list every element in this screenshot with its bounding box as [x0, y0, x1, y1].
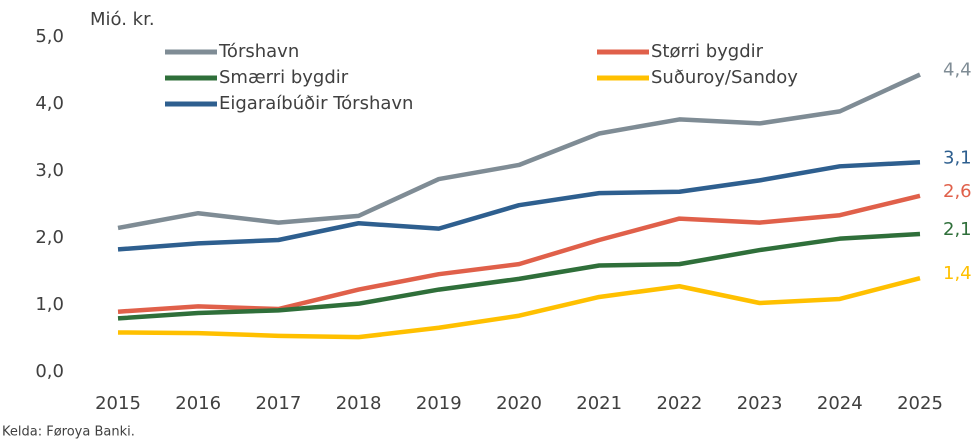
- x-tick-label: 2021: [576, 393, 622, 414]
- series-line: [117, 160, 921, 252]
- x-tick-label: 2018: [336, 393, 382, 414]
- series-line: [117, 193, 921, 314]
- x-tick-label: 2025: [897, 393, 943, 414]
- x-tick-label: 2020: [496, 393, 542, 414]
- x-tick-label: 2015: [95, 393, 141, 414]
- series-line: [117, 72, 921, 231]
- legend-label: Tórshavn: [218, 41, 299, 62]
- y-axis-label: Mió. kr.: [90, 9, 155, 30]
- value-label: 2,1: [943, 219, 972, 240]
- value-label: 1,4: [943, 263, 972, 284]
- y-tick-label: 5,0: [35, 26, 64, 47]
- x-tick-label: 2024: [817, 393, 863, 414]
- y-tick-label: 2,0: [35, 227, 64, 248]
- y-tick-label: 3,0: [35, 160, 64, 181]
- x-tick-label: 2019: [416, 393, 462, 414]
- value-label: 2,6: [943, 181, 972, 202]
- x-tick-label: 2017: [255, 393, 301, 414]
- legend-label: Smærri bygdir: [219, 67, 349, 88]
- y-tick-label: 1,0: [35, 294, 64, 315]
- source: Kelda: Føroya Banki.: [2, 425, 135, 440]
- value-label: 4,4: [943, 60, 972, 81]
- legend-label: Suðuroy/Sandoy: [651, 67, 798, 88]
- value-label: 3,1: [943, 147, 972, 168]
- x-tick-label: 2022: [656, 393, 702, 414]
- series-line: [117, 276, 921, 340]
- x-tick-label: 2016: [175, 393, 221, 414]
- y-tick-label: 0,0: [35, 361, 64, 382]
- x-tick-label: 2023: [737, 393, 783, 414]
- legend-label: Eigaraíbúðir Tórshavn: [219, 93, 413, 114]
- y-tick-label: 4,0: [35, 93, 64, 114]
- series-line: [117, 231, 921, 321]
- legend-label: Størri bygdir: [651, 41, 764, 62]
